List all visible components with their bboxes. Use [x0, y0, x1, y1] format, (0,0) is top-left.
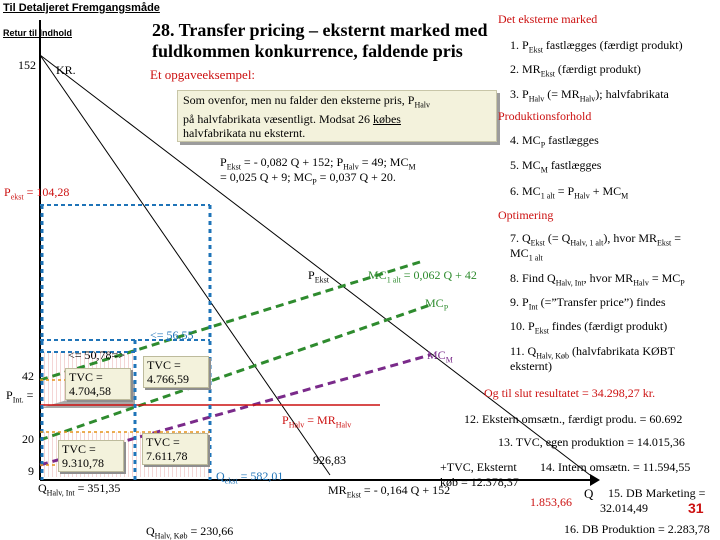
- page-number: 31: [688, 500, 704, 516]
- step-1: 1. PEkst fastlægges (færdigt produkt): [510, 38, 683, 55]
- label-1853: 1.853,66: [530, 495, 572, 509]
- step-8: 8. Find QHalv, Int, hvor MRHalv = MCP: [510, 271, 685, 288]
- tvc-box-3: TVC = 9.310,78: [58, 440, 124, 472]
- step-6: 6. MC1 alt = PHalv + MCM: [510, 184, 629, 201]
- y-label-pint: PInt. =: [6, 388, 34, 405]
- step-10: 10. PEkst findes (færdigt produkt): [510, 319, 668, 336]
- curve-label-mcm: MCM: [427, 348, 453, 365]
- step-4: 4. MCP fastlægges: [510, 133, 599, 150]
- tvc-box-1: TVC = 4.704,58: [65, 368, 131, 400]
- y-label-20: 20: [22, 432, 34, 446]
- header-optimization: Optimering: [498, 208, 554, 222]
- y-label-42: 42: [22, 369, 34, 383]
- label-tvc-ekstern: +TVC, Eksternt: [440, 460, 517, 474]
- curve-label-mcp: MCP: [425, 296, 449, 313]
- note-link-kobes[interactable]: købes: [372, 112, 401, 127]
- step-13: 13. TVC, egen produktion = 14.015,36: [498, 435, 685, 449]
- step-5: 5. MCM fastlægges: [510, 158, 602, 175]
- note-line3: halvfabrikata nu eksternt.: [183, 126, 306, 141]
- y-label-pekst: Pekst = 104,28: [4, 185, 70, 202]
- x-label-qhalvkob: QHalv, Køb = 230,66: [146, 524, 234, 540]
- note-line1-sub: Halv: [414, 100, 431, 110]
- curve-label-mc1alt: MC1 alt = 0,062 Q + 42: [368, 268, 477, 285]
- level-label-5655: <= 56,55: [150, 328, 194, 342]
- x-label-92683: 926,83: [313, 453, 346, 467]
- curve-label-pekst: PEkst: [308, 268, 329, 285]
- level-label-5078: <= 50,78=>: [68, 348, 126, 362]
- label-kob: køb = 12.378,37: [440, 475, 519, 489]
- tvc-box-4: TVC = 7.611,78: [142, 433, 208, 465]
- mc1alt-line: [39, 260, 421, 382]
- page-title-line2: fuldkommen konkurrence, faldende pris: [152, 41, 463, 61]
- step-3: 3. PHalv (= MRHalv); halvfabrikata: [510, 87, 669, 104]
- note-box: Som ovenfor, men nu falder den eksterne …: [177, 90, 497, 142]
- header-external-market: Det eksterne marked: [498, 12, 598, 26]
- equation-line2: = 0,025 Q + 9; MCP = 0,037 Q + 20.: [220, 170, 396, 187]
- back-to-toc-link[interactable]: Retur til Indhold: [3, 28, 72, 38]
- mcp-line: [39, 303, 431, 442]
- x-label-qekst: Qekst = 582,01: [216, 469, 284, 486]
- step-11-line2: eksternt): [510, 359, 552, 373]
- header-production: Produktionsforhold: [498, 109, 592, 123]
- y-label-152: 152: [18, 58, 36, 72]
- curve-label-mrekst: MREkst = - 0,164 Q + 152: [328, 483, 451, 500]
- result-summary: Og til slut resultatet = 34.298,27 kr.: [484, 386, 656, 400]
- equation-line1: PEkst = - 0,082 Q + 152; PHalv = 49; MCM: [220, 155, 416, 172]
- step-7: 7. QEkst (= QHalv, 1 alt), hvor MREkst =: [510, 231, 682, 248]
- step-7-line2: MC1 alt: [510, 246, 543, 263]
- step-15: 15. DB Marketing =: [608, 486, 706, 500]
- curve-label-phalv: PHalv = MRHalv: [282, 413, 352, 430]
- step-11: 11. QHalv, Køb (halvfabrikata KØBT: [510, 344, 676, 361]
- step-16: 16. DB Produktion = 2.283,78: [564, 522, 710, 536]
- back-to-procedure-link[interactable]: Til Detaljeret Fremgangsmåde: [3, 2, 160, 14]
- y-label-9: 9: [28, 464, 34, 478]
- note-line1: Som ovenfor, men nu falder den eksterne …: [183, 93, 415, 107]
- pekst-demand-line: [39, 54, 591, 476]
- page-title-line1: 28. Transfer pricing – eksternt marked m…: [152, 20, 488, 40]
- step-14: 14. Intern omsætn. = 11.594,55: [540, 460, 691, 474]
- y-label-kr: KR.: [56, 63, 76, 77]
- x-axis-arrow: [590, 474, 600, 486]
- note-line2: på halvfabrikata væsentligt. Modsat 26: [183, 112, 373, 127]
- step-9: 9. PInt (=”Transfer price”) findes: [510, 295, 666, 312]
- x-axis-label-q: Q: [584, 486, 594, 501]
- step-15-line2: 32.014,49: [600, 501, 648, 515]
- x-label-qhalvint: QHalv, Int = 351,35: [38, 481, 121, 498]
- step-2: 2. MREkst (færdigt produkt): [510, 62, 641, 79]
- step-12: 12. Ekstern omsætn., færdigt produ. = 60…: [464, 412, 683, 426]
- page-subtitle: Et opgaveeksempel:: [150, 67, 256, 82]
- tvc-box-2: TVC = 4.766,59: [143, 356, 209, 388]
